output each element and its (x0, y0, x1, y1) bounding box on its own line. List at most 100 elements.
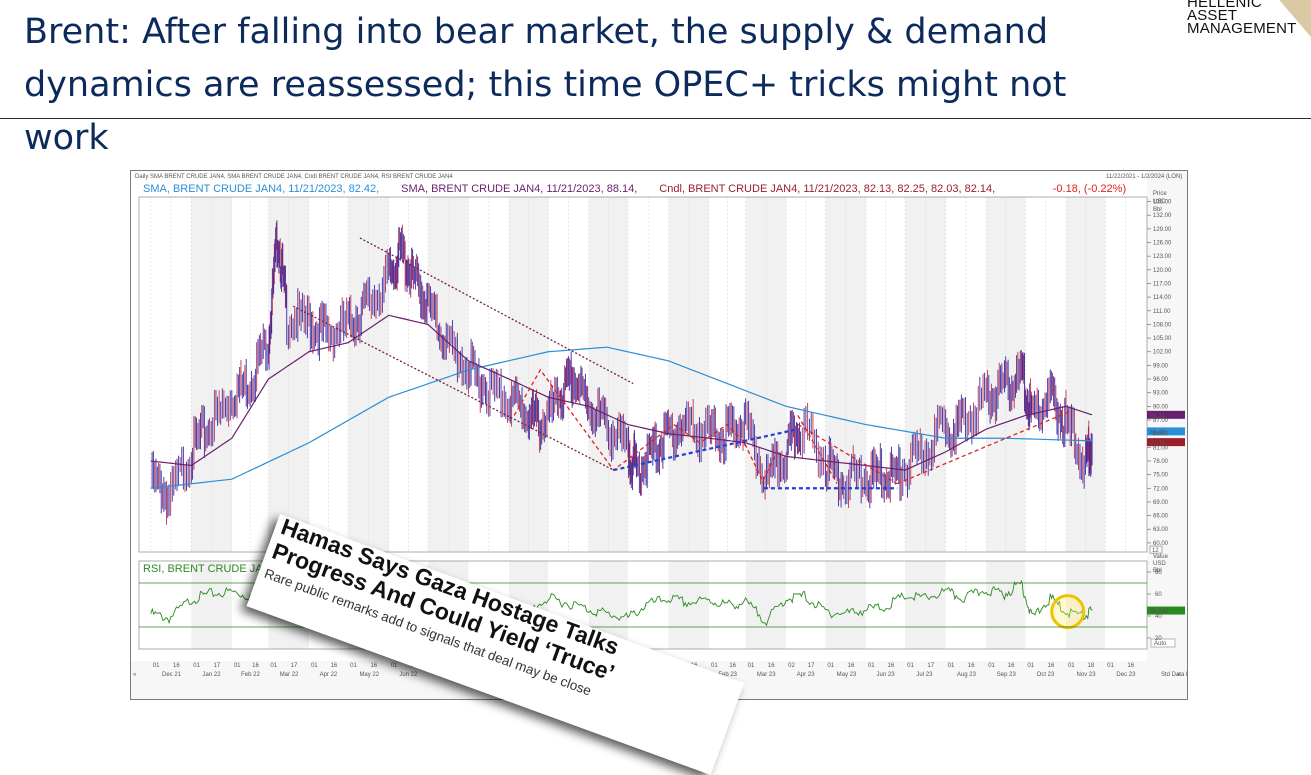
legend-entry-0: SMA, BRENT CRUDE JAN4, 11/21/2023, 82.42… (143, 183, 379, 195)
rsi-tick-label: 20 (1155, 636, 1162, 642)
rsi-axis-title: Bbl (1153, 568, 1162, 574)
month-shade-rsi (986, 561, 1026, 649)
price-tick-label: 81.00 (1153, 445, 1169, 451)
chart-date-range: 11/22/2021 - 1/2/2024 (LON) (1106, 174, 1182, 180)
price-tick-label: 99.00 (1153, 363, 1169, 369)
price-value-tag (1147, 438, 1185, 447)
price-value-tag (1147, 427, 1185, 436)
company-logo: HELLENIC ASSET MANAGEMENT (1187, 0, 1311, 47)
x-month-label: Sep 23 (997, 672, 1017, 678)
price-tick-label: 129.00 (1153, 227, 1172, 233)
month-shade-rsi (825, 561, 866, 649)
x-day-label: 01 (827, 663, 834, 669)
x-day-label: 16 (729, 663, 736, 669)
x-month-label: Jan 22 (203, 672, 222, 678)
price-tick-label: 75.00 (1153, 473, 1169, 479)
price-tick-label: 60.00 (1153, 541, 1169, 547)
month-shade-rsi (668, 561, 710, 649)
rsi-axis-title: Value (1153, 554, 1169, 560)
price-tick-label: 93.00 (1153, 391, 1169, 397)
price-value-tag-label: 84.42 (1150, 430, 1166, 436)
x-day-label: 16 (1048, 663, 1055, 669)
x-day-label: 16 (1127, 663, 1134, 669)
x-day-label: 18 (1088, 663, 1095, 669)
price-tick-label: 90.00 (1153, 404, 1169, 410)
scale-box (1149, 545, 1163, 554)
x-month-label: Mar 23 (757, 672, 776, 678)
x-day-label: 01 (193, 663, 200, 669)
x-day-label: 16 (252, 663, 259, 669)
x-day-label: 01 (988, 663, 995, 669)
month-shade-rsi (905, 561, 946, 649)
x-day-label: 17 (291, 663, 298, 669)
x-day-label: 01 (270, 663, 277, 669)
x-day-label: 01 (311, 663, 318, 669)
price-tick-label: 102.00 (1153, 350, 1172, 356)
rsi-value-tag (1147, 606, 1185, 615)
price-tick-label: 69.00 (1153, 500, 1169, 506)
title-divider (0, 118, 1311, 119)
x-month-label: Apr 22 (320, 672, 338, 678)
x-day-label: 01 (711, 663, 718, 669)
scroll-right-icon: » (1177, 672, 1181, 678)
month-shade-rsi (191, 561, 232, 649)
sma-short-line (150, 314, 1093, 471)
price-tick-label: 108.00 (1153, 322, 1172, 328)
x-month-label: Nov 23 (1077, 672, 1097, 678)
trendline-6 (897, 410, 1072, 485)
price-tick-label: 135.00 (1153, 200, 1172, 206)
x-month-label: Jul 23 (916, 672, 933, 678)
chart-marks (150, 220, 1093, 630)
auto-box (1150, 638, 1176, 648)
price-tick-label: 123.00 (1153, 254, 1172, 260)
x-day-label: 17 (214, 663, 221, 669)
x-day-label: 16 (968, 663, 975, 669)
x-day-label: 17 (927, 663, 934, 669)
x-month-label: May 23 (837, 672, 857, 678)
legend-entry-3: -0.18, (-0.22%) (1053, 183, 1126, 195)
x-day-label: 01 (153, 663, 160, 669)
x-day-label: 02 (788, 663, 795, 669)
price-tick-label: 111.00 (1153, 309, 1171, 315)
x-day-label: 01 (1027, 663, 1034, 669)
x-day-label: 17 (808, 663, 815, 669)
price-tick-label: 132.00 (1153, 213, 1172, 219)
price-tick-label: 126.00 (1153, 241, 1172, 247)
x-day-label: 01 (1068, 663, 1075, 669)
x-month-label: Dec 21 (162, 672, 182, 678)
x-day-label: 01 (868, 663, 875, 669)
trendline-2 (513, 368, 765, 485)
trendline-7 (613, 428, 799, 472)
x-day-label: 01 (1107, 663, 1114, 669)
price-value-tag-label: 82.14 (1150, 441, 1166, 447)
sma-long-line (150, 346, 1093, 489)
month-shade-rsi (1065, 561, 1106, 649)
price-value-tag (1147, 410, 1185, 419)
rsi-tick-label: 60 (1155, 592, 1162, 598)
rsi-highlight-circle (1050, 594, 1086, 630)
price-pane-frame (138, 196, 1148, 553)
price-tick-label: 72.00 (1153, 486, 1169, 492)
price-tick-label: 66.00 (1153, 514, 1169, 520)
logo-line-2: ASSET (1187, 7, 1238, 24)
chart-header-text: Daily SMA BRENT CRUDE JAN4, SMA BRENT CR… (135, 174, 453, 180)
price-value-tag-label: 88.14 (1150, 413, 1166, 419)
rsi-tick-label: 80 (1155, 570, 1162, 576)
price-tick-label: 117.00 (1153, 281, 1172, 287)
x-day-label: 01 (234, 663, 241, 669)
x-day-label: 01 (948, 663, 955, 669)
x-month-label: Feb 23 (718, 672, 737, 678)
scale-box-label: 12 (1152, 548, 1159, 554)
x-footer-note: Std Data Period (1161, 672, 1187, 678)
price-axis-title: USD (1153, 199, 1166, 205)
x-month-label: Mar 22 (280, 672, 299, 678)
price-tick-label: 63.00 (1153, 527, 1169, 533)
x-day-label: 16 (173, 663, 180, 669)
trendline-3 (797, 415, 838, 485)
x-day-label: 01 (907, 663, 914, 669)
auto-label: Auto (1154, 641, 1167, 647)
logo-line-3: MANAGEMENT (1187, 20, 1297, 37)
legend-entry-1: SMA, BRENT CRUDE JAN4, 11/21/2023, 88.14… (401, 183, 637, 195)
slide-title: Brent: After falling into bear market, t… (24, 12, 1067, 158)
x-day-label: 16 (768, 663, 775, 669)
